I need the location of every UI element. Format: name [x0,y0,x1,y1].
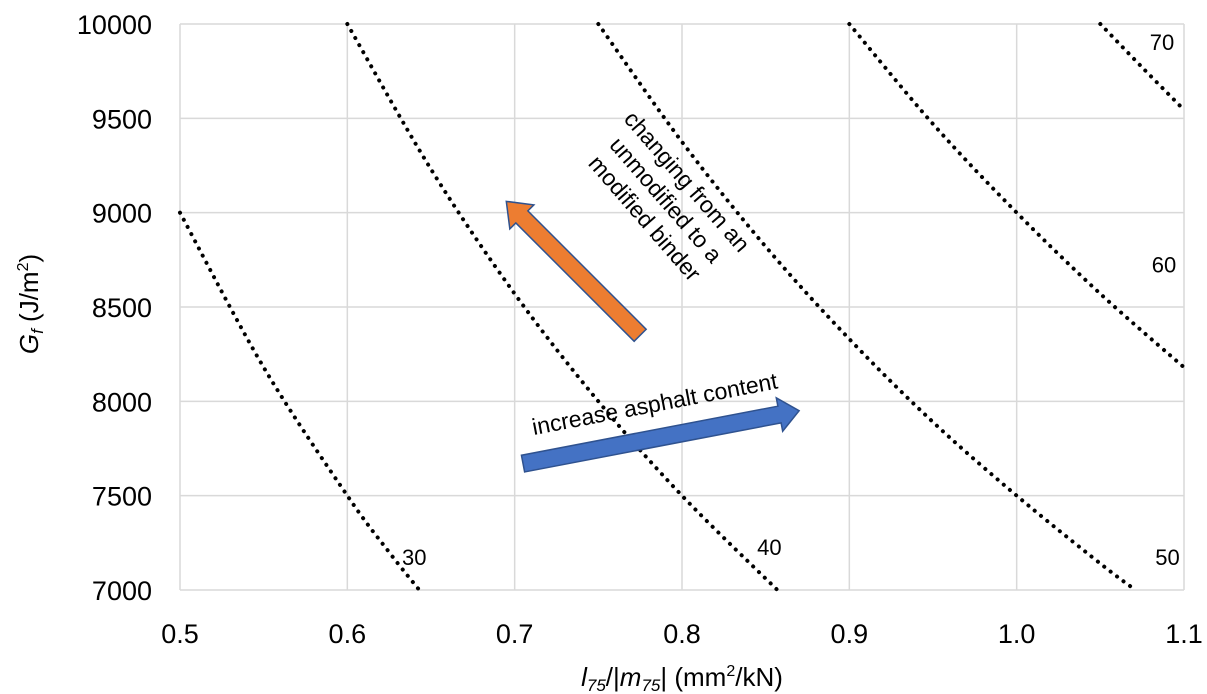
series-curve-30 [178,210,422,592]
y-tick-label: 9000 [92,199,152,229]
y-tick-label: 8000 [92,387,152,417]
series-curve-70 [1098,22,1186,112]
x-tick-labels: 0.5 0.6 0.7 0.8 0.9 1.0 1.1 [161,619,1203,649]
series-curve-40 [345,22,780,592]
x-axis-label: l75/|m75| (mm2/kN) [581,662,783,694]
series-label-50: 50 [1155,545,1179,570]
x-tick-label: 0.7 [496,619,534,649]
y-tick-label: 7000 [92,576,152,606]
series-label-30: 30 [402,545,426,570]
series-layer: 30 40 50 60 70 [178,22,1186,592]
y-axis-label: Gf (J/m2) [14,254,47,354]
series-label-60: 60 [1152,252,1176,277]
asphalt-arrow [520,396,801,473]
y-tick-labels: 7000 7500 8000 8500 9000 9500 10000 [77,10,152,606]
series-label-40: 40 [757,535,781,560]
x-tick-label: 0.5 [161,619,199,649]
y-tick-label: 8500 [92,293,152,323]
x-tick-label: 0.9 [831,619,869,649]
y-tick-label: 7500 [92,482,152,512]
series-curve-50 [596,22,1138,592]
y-tick-label: 9500 [92,104,152,134]
x-tick-label: 1.0 [998,619,1036,649]
x-tick-label: 0.8 [663,619,701,649]
x-tick-label: 0.6 [329,619,367,649]
series-curve-60 [847,22,1186,370]
y-tick-label: 10000 [77,10,152,40]
binder-arrow [505,200,648,343]
grid [179,23,1185,591]
x-tick-label: 1.1 [1165,619,1203,649]
series-label-70: 70 [1150,30,1174,55]
